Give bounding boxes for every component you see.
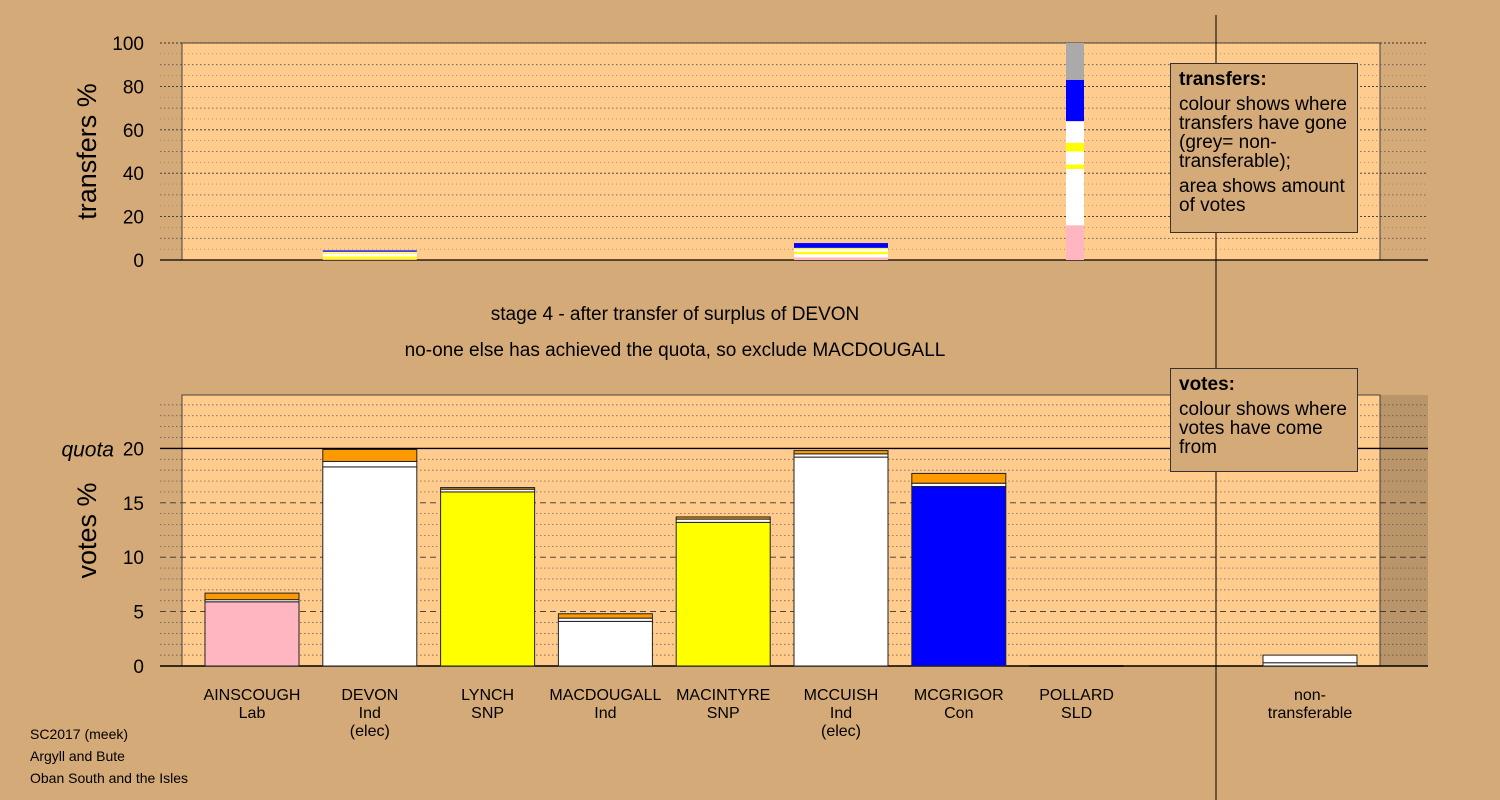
transfer-segment — [1066, 142, 1084, 152]
candidate-name: MCCUISH — [804, 687, 879, 704]
transfer-segment — [1066, 164, 1084, 169]
transfer-segment — [322, 259, 417, 260]
votes-legend-text: colour shows where votes have come from — [1179, 399, 1347, 458]
candidate-party: SNP — [471, 705, 504, 722]
candidate-party: Ind — [594, 705, 616, 722]
votes-y-tick-label: 20 — [123, 439, 144, 460]
transfers-legend-text: colour shows where transfers have gone (… — [1179, 94, 1347, 172]
vote-bar-transfer-layer — [557, 613, 653, 619]
votes-legend-title: votes: — [1179, 374, 1235, 395]
transfer-segment — [1066, 151, 1084, 165]
candidate-name: LYNCH — [461, 687, 514, 704]
votes-y-tick-label: 0 — [133, 657, 144, 678]
transfers-y-tick-label: 60 — [123, 121, 144, 142]
transfer-segment — [794, 257, 888, 260]
vote-bar-transfer-layer — [204, 592, 300, 601]
votes-y-tick-label: 5 — [133, 603, 144, 624]
transfers-y-axis-label: transfers % — [72, 83, 102, 220]
candidate-party: SLD — [1061, 705, 1092, 722]
transfer-segment — [1066, 43, 1084, 80]
votes-legend: votes: colour shows where votes have com… — [1170, 368, 1358, 472]
transfers-y-tick-label: 20 — [123, 208, 144, 229]
transfers-legend: transfers: colour shows where transfers … — [1170, 63, 1358, 233]
transfer-segment — [1066, 121, 1084, 143]
vote-bar-first-preferences — [675, 521, 771, 667]
votes-y-tick-label: 10 — [123, 548, 144, 569]
transfer-segment — [794, 247, 888, 249]
transfer-segment — [794, 243, 888, 248]
transfers-y-tick-label: 0 — [133, 251, 144, 272]
footer-ward: Oban South and the Isles — [30, 770, 188, 786]
vote-bar-transfer-layer — [793, 450, 889, 455]
transfer-segment — [322, 250, 417, 252]
candidate-party: Ind — [830, 705, 852, 722]
transfers-y-tick-label: 100 — [112, 34, 144, 55]
vote-bar-first-preferences — [322, 466, 418, 667]
votes-y-tick-label: 15 — [123, 494, 144, 515]
transfer-segment — [794, 251, 888, 255]
votes-right-shade — [1380, 395, 1428, 666]
vote-bar-first-preferences — [911, 485, 1007, 667]
candidate-name: AINSCOUGH — [204, 687, 301, 704]
candidate-name: DEVON — [341, 687, 398, 704]
footer-system: SC2017 (meek) — [30, 726, 129, 742]
transfer-segment — [322, 256, 417, 260]
candidate-status: (elec) — [821, 723, 861, 740]
candidate-name: MCGRIGOR — [914, 687, 1004, 704]
vote-bar-first-preferences — [793, 456, 889, 667]
candidate-party: Con — [944, 705, 973, 722]
vote-bar-transfer-layer — [1262, 654, 1358, 664]
vote-bar-first-preferences — [557, 620, 653, 667]
transfer-segment — [322, 251, 417, 253]
vote-bar-transfer-layer — [322, 460, 418, 468]
stage-subtitle: no-one else has achieved the quota, so e… — [405, 340, 946, 361]
transfer-segment — [1066, 168, 1084, 226]
candidate-party: Lab — [239, 705, 266, 722]
votes-y-axis-label: votes % — [72, 482, 102, 578]
vote-bar-first-preferences — [204, 601, 300, 667]
candidate-name: MACINTYRE — [676, 687, 770, 704]
vote-bar-first-preferences — [440, 491, 536, 667]
transfer-segment — [322, 253, 417, 257]
vote-bar-transfer-layer — [322, 448, 418, 462]
transfers-legend-area-text: area shows amount of votes — [1179, 176, 1345, 216]
transfers-y-tick-label: 80 — [123, 77, 144, 98]
stage-title: stage 4 - after transfer of surplus of D… — [491, 304, 860, 325]
vote-bar-transfer-layer — [675, 516, 771, 520]
vote-bar-transfer-layer — [440, 487, 536, 490]
transfer-segment — [1066, 225, 1084, 260]
candidate-party: Ind — [359, 705, 381, 722]
transfer-segment — [794, 254, 888, 258]
quota-label: quota — [61, 438, 114, 461]
candidate-name: MACDOUGALL — [549, 687, 661, 704]
transfer-segment — [1066, 79, 1084, 122]
footer-council: Argyll and Bute — [30, 748, 125, 764]
transfers-legend-title: transfers: — [1179, 69, 1267, 90]
vote-bar-transfer-layer — [911, 472, 1007, 484]
non-transferable-label: non- — [1294, 687, 1326, 704]
candidate-status: (elec) — [350, 723, 390, 740]
non-transferable-label: transferable — [1268, 705, 1353, 722]
candidate-party: SNP — [707, 705, 740, 722]
transfer-segment — [794, 248, 888, 252]
transfer-segment — [322, 252, 417, 254]
candidate-name: POLLARD — [1039, 687, 1114, 704]
transfers-y-tick-label: 40 — [123, 164, 144, 185]
